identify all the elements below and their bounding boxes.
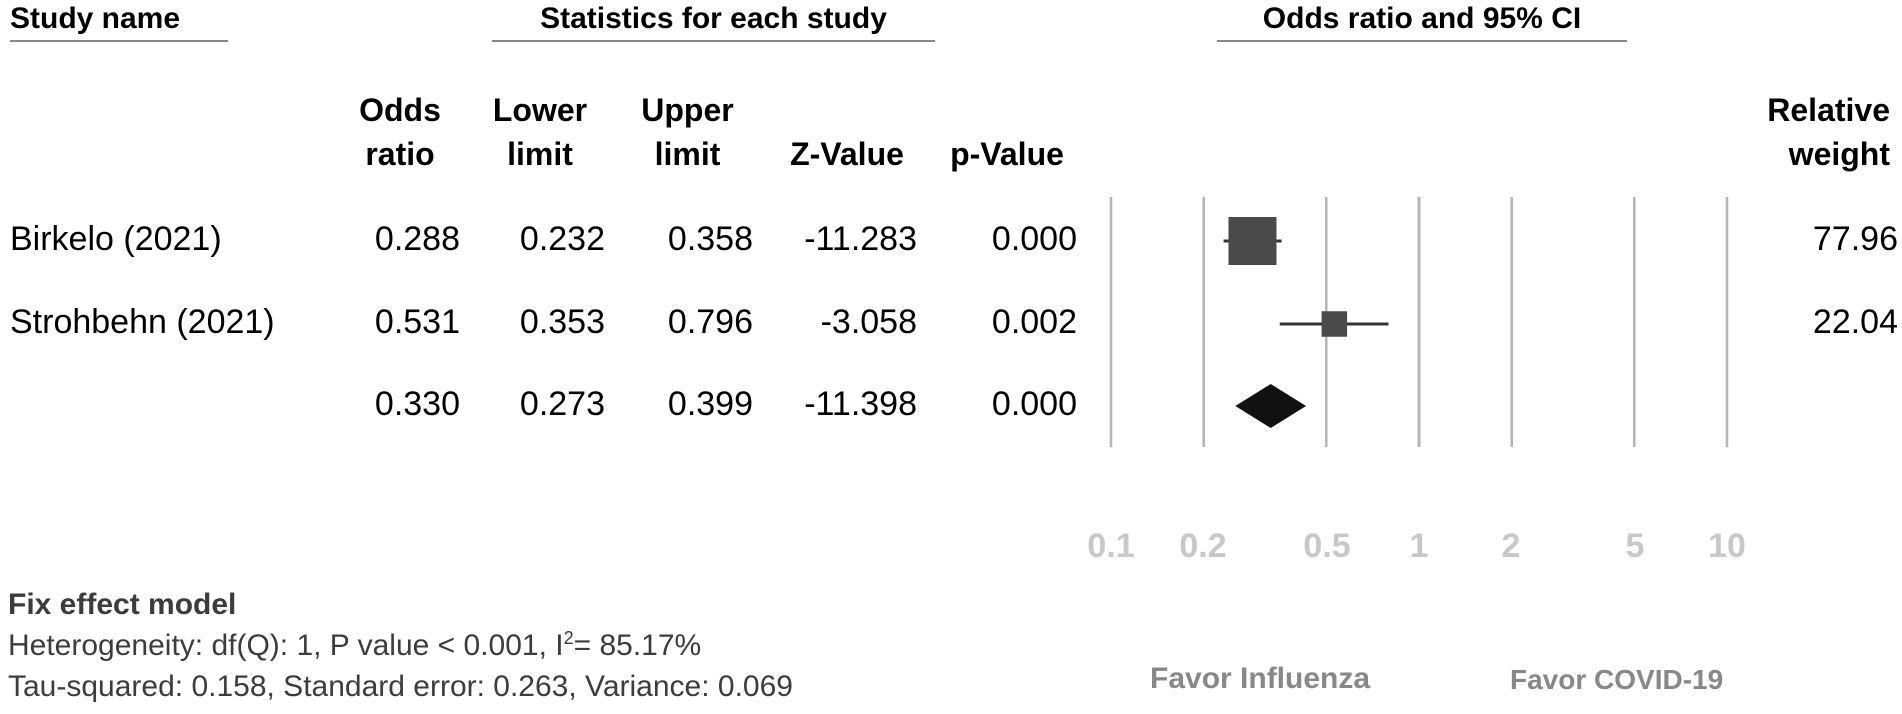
odds-ratio-value: 0.531 [374,303,460,341]
model-title: Fix effect model [8,588,237,621]
x-tick-label: 0.5 [1303,527,1351,565]
study-name-header: Study name [10,2,228,42]
summary-diamond [1235,384,1307,428]
p-value: 0.000 [991,220,1077,258]
z-value: -11.398 [804,385,917,423]
favor-influenza-label: Favor Influenza [1150,662,1371,695]
col-header-p-value: p-Value [950,136,1064,172]
statistics-header: Statistics for each study [492,2,935,42]
x-tick-label: 5 [1625,527,1645,565]
odds-ratio-ci-header: Odds ratio and 95% CI [1217,2,1627,42]
x-tick-label: 10 [1708,527,1746,565]
lower-limit-value: 0.273 [519,385,605,423]
z-value: -3.058 [820,303,917,341]
p-value: 0.000 [991,385,1077,423]
lower-limit-value: 0.232 [519,220,605,258]
point-marker [1228,217,1277,265]
point-marker [1321,311,1348,337]
tau-squared-text: Tau-squared: 0.158, Standard error: 0.26… [8,670,793,703]
upper-limit-value: 0.399 [667,385,753,423]
p-value: 0.002 [991,303,1077,341]
x-tick-label: 0.2 [1179,527,1227,565]
odds-ratio-value: 0.288 [374,220,460,258]
col-header-odds-ratio: Odds ratio [359,92,441,172]
col-header-lower-limit: Lower limit [492,92,588,172]
lower-limit-value: 0.353 [519,303,605,341]
upper-limit-value: 0.796 [667,303,753,341]
heterogeneity-text: Heterogeneity: df(Q): 1, P value < 0.001… [8,628,702,662]
x-tick-label: 0.1 [1087,527,1135,565]
z-value: -11.283 [804,220,917,258]
upper-limit-value: 0.358 [667,220,753,258]
relative-weight-value: 77.96 [1812,220,1898,258]
study-name-strohbehn: Strohbehn (2021) [10,303,275,341]
x-tick-label: 1 [1409,527,1429,565]
study-name-birkelo: Birkelo (2021) [10,220,222,258]
col-header-relative-weight: Relative weight [1767,92,1890,172]
favor-covid-label: Favor COVID-19 [1510,664,1724,695]
x-tick-label: 2 [1501,527,1521,565]
col-header-upper-limit: Upper limit [641,92,734,172]
odds-ratio-value: 0.330 [374,385,460,423]
col-header-z-value: Z-Value [790,136,904,172]
relative-weight-value: 22.04 [1812,303,1898,341]
